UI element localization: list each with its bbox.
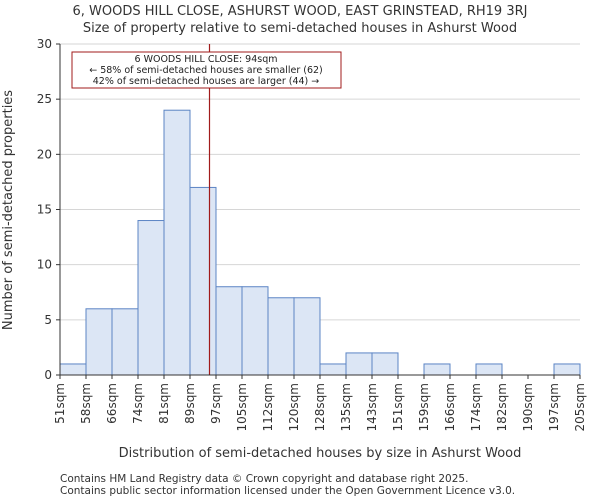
- marker-layer: 6 WOODS HILL CLOSE: 94sqm← 58% of semi-d…: [71, 44, 342, 375]
- y-tick-label: 20: [37, 147, 52, 161]
- y-tick-label: 30: [37, 37, 52, 51]
- x-tick-label: 205sqm: [573, 383, 587, 431]
- x-tick-label: 112sqm: [261, 383, 275, 431]
- x-tick-label: 105sqm: [235, 383, 249, 431]
- y-tick-label: 0: [44, 368, 52, 382]
- bar: [293, 297, 321, 376]
- x-tick-label: 166sqm: [443, 383, 457, 431]
- bar: [423, 363, 451, 376]
- x-tick-label: 174sqm: [469, 383, 483, 431]
- x-tick-label: 135sqm: [339, 383, 353, 431]
- x-tick-label: 51sqm: [53, 383, 67, 424]
- x-tick-label: 190sqm: [521, 383, 535, 431]
- x-ticks: 51sqm 58sqm 66sqm 74sqm 81sqm 89sqm 97sqm 105sq…: [53, 375, 587, 431]
- y-tick-label: 5: [44, 313, 52, 327]
- bar: [163, 109, 191, 376]
- x-tick-label: 66sqm: [105, 383, 119, 424]
- annotation-box: 6 WOODS HILL CLOSE: 94sqm← 58% of semi-d…: [71, 51, 342, 89]
- annotation-frame: [71, 51, 342, 89]
- bar: [215, 286, 243, 376]
- x-tick-label: 97sqm: [209, 383, 223, 424]
- x-tick-label: 120sqm: [287, 383, 301, 431]
- x-tick-label: 58sqm: [79, 383, 93, 424]
- y-tick-label: 10: [37, 258, 52, 272]
- y-ticks: 0 5 10 15 20 25 30: [37, 37, 60, 382]
- annotation-line-3: 42% of semi-detached houses are larger (…: [93, 76, 320, 87]
- bar: [137, 220, 165, 376]
- x-tick-label: 197sqm: [547, 383, 561, 431]
- x-tick-label: 81sqm: [157, 383, 171, 424]
- x-tick-label: 74sqm: [131, 383, 145, 424]
- x-tick-label: 159sqm: [417, 383, 431, 431]
- chart-title: 6, WOODS HILL CLOSE, ASHURST WOOD, EAST …: [73, 4, 528, 19]
- bar: [475, 363, 503, 376]
- bar: [267, 297, 295, 376]
- x-tick-label: 128sqm: [313, 383, 327, 431]
- bar: [59, 363, 87, 376]
- y-axis-label: Number of semi-detached properties: [1, 90, 16, 330]
- y-tick-label: 25: [37, 92, 52, 106]
- x-tick-label: 151sqm: [391, 383, 405, 431]
- bar: [85, 308, 113, 376]
- bar: [241, 286, 269, 376]
- footer-line-1: Contains HM Land Registry data © Crown c…: [60, 473, 469, 485]
- bars: [59, 109, 581, 376]
- y-tick-label: 15: [37, 203, 52, 217]
- chart-subtitle: Size of property relative to semi-detach…: [83, 21, 517, 36]
- bar: [553, 363, 581, 376]
- bar: [189, 186, 217, 376]
- bar: [371, 352, 399, 376]
- bar: [319, 363, 347, 376]
- bar: [345, 352, 373, 376]
- annotation-line-1: 6 WOODS HILL CLOSE: 94sqm: [135, 54, 278, 65]
- bar: [111, 308, 139, 376]
- x-tick-label: 89sqm: [183, 383, 197, 424]
- annotation-line-2: ← 58% of semi-detached houses are smalle…: [89, 65, 323, 76]
- x-axis-label: Distribution of semi-detached houses by …: [119, 446, 522, 461]
- x-tick-label: 143sqm: [365, 383, 379, 431]
- footer-line-2: Contains public sector information licen…: [60, 485, 516, 497]
- x-tick-label: 182sqm: [495, 383, 509, 431]
- footer-attribution: Contains HM Land Registry data © Crown c…: [60, 473, 515, 497]
